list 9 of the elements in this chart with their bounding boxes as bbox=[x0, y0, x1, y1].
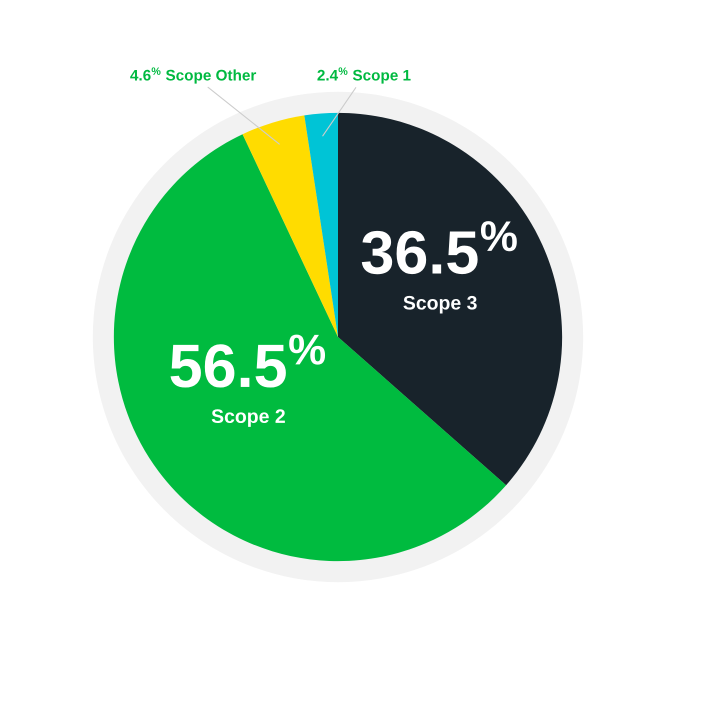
slice-label: Scope 3 bbox=[403, 296, 477, 314]
data-label: 2.4$^{%}$ bbox=[317, 67, 348, 80]
data-label: 36.5$^{%}$ bbox=[362, 221, 517, 274]
slice-label: Scope Other bbox=[166, 69, 256, 84]
slice-label: Scope 1 bbox=[352, 70, 411, 84]
data-label: 56.5$^{%}$ bbox=[170, 334, 326, 388]
pie-slice bbox=[338, 112, 562, 486]
data-label: 4.6$^{%}$ bbox=[130, 67, 161, 81]
slice-label: Scope 2 bbox=[212, 409, 285, 427]
